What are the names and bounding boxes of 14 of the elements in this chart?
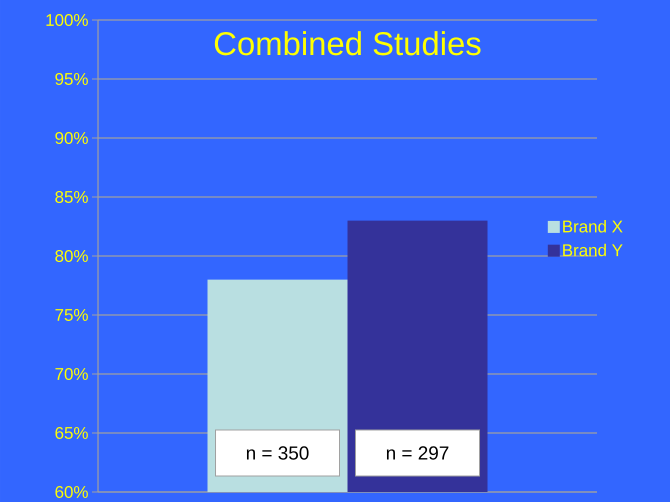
y-tick-label: 80% [55,250,88,262]
y-tick-label: 90% [55,132,88,144]
y-tick-label: 100% [46,14,88,26]
annotation: n = 297 [386,446,448,460]
y-tick-label: 70% [55,368,88,380]
annotation: n = 350 [246,446,309,460]
y-tick-label: 65% [55,426,88,439]
chart-title: Combined Studies [214,31,481,56]
y-tick-label: 60% [55,486,88,498]
y-tick-label: 75% [55,309,88,321]
legend-label: Brand X [563,220,623,232]
y-tick-label: 85% [55,190,88,203]
legend-label: Brand Y [563,244,623,256]
y-tick-label: 95% [55,72,88,85]
